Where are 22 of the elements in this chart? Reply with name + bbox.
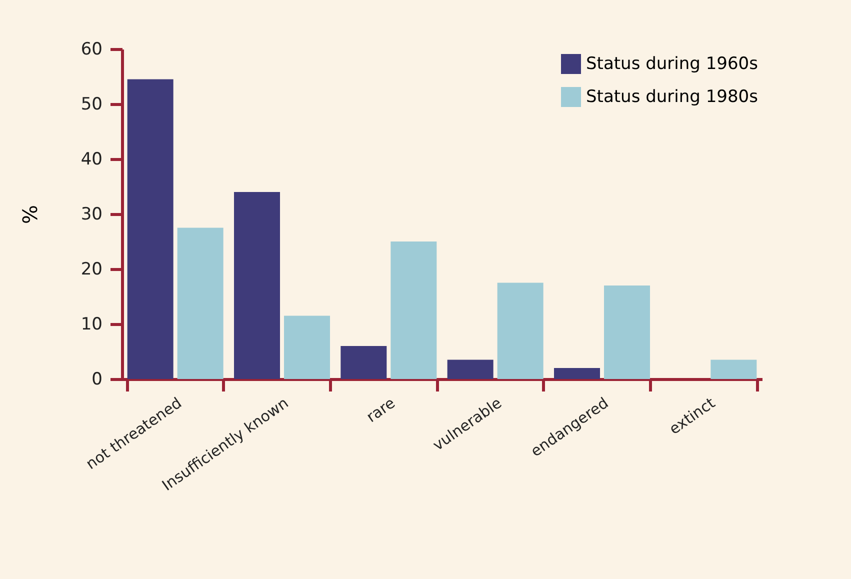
bar [127, 79, 174, 379]
bar [284, 316, 330, 379]
bar [497, 282, 544, 379]
bar [177, 228, 224, 379]
bar [390, 242, 437, 379]
bar [234, 192, 280, 379]
bar [447, 360, 494, 379]
bar [554, 368, 600, 379]
legend-label: Status during 1980s [586, 87, 758, 107]
y-tick-label: 30 [80, 204, 102, 224]
y-tick-label: 20 [80, 260, 102, 280]
y-tick-label: 60 [80, 40, 102, 60]
legend-label: Status during 1960s [586, 54, 758, 74]
y-axis-title: % [18, 204, 42, 224]
bar [604, 286, 650, 379]
y-tick-label: 0 [92, 370, 102, 390]
x-tick-label: rare [363, 394, 398, 426]
bar [340, 346, 387, 379]
y-tick-label: 40 [80, 150, 102, 170]
y-tick-label: 50 [80, 94, 102, 114]
y-tick-label: 10 [80, 314, 102, 334]
bar [710, 360, 757, 379]
